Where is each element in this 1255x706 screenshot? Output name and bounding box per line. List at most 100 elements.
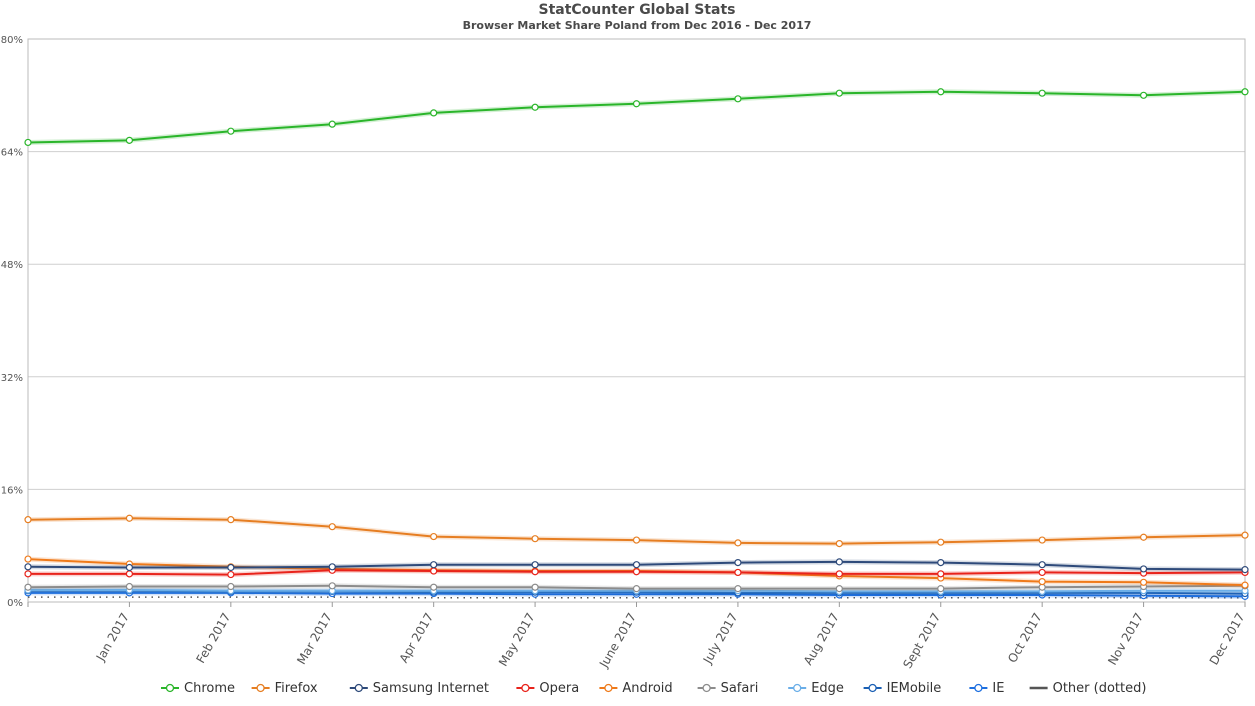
data-point — [1241, 566, 1249, 574]
y-tick-label: 16% — [1, 485, 23, 496]
data-point — [734, 558, 742, 567]
y-tick-label: 32% — [1, 373, 23, 384]
x-tick-label: Nov 2017 — [1105, 611, 1146, 668]
data-point — [734, 568, 742, 577]
data-point — [125, 582, 134, 591]
data-point — [1241, 88, 1249, 96]
legend-label: Android — [622, 681, 672, 696]
legend-label: Samsung Internet — [373, 681, 489, 696]
data-point — [531, 535, 539, 543]
data-point — [1038, 89, 1046, 97]
data-point — [125, 570, 134, 578]
data-point — [734, 95, 742, 103]
legend-symbol-marker — [793, 683, 802, 693]
legend-item-opera: Opera — [516, 681, 579, 696]
data-point — [531, 583, 539, 591]
legend-label: Firefox — [275, 681, 318, 696]
legend-item-edge: Edge — [788, 681, 844, 696]
data-point — [227, 516, 235, 524]
legend-symbol-marker — [974, 683, 983, 693]
data-point — [328, 523, 336, 531]
chart-title: StatCounter Global Stats — [538, 2, 735, 18]
data-point — [125, 563, 134, 572]
data-point — [125, 514, 134, 522]
data-point — [430, 109, 438, 117]
legend-symbol-marker — [354, 683, 363, 693]
data-point — [227, 570, 235, 579]
y-tick-label: 64% — [1, 148, 23, 159]
x-tick-label: June 2017 — [596, 611, 639, 671]
grid-lines — [27, 38, 1246, 603]
data-point — [24, 583, 32, 591]
data-point — [835, 539, 843, 548]
x-tick-label: Jan 2017 — [93, 611, 132, 665]
data-point — [1038, 561, 1046, 569]
series-firefox — [24, 514, 1249, 548]
x-tick-label: Feb 2017 — [194, 611, 234, 666]
legend-label: IEMobile — [887, 681, 942, 696]
legend-label: Opera — [539, 681, 579, 696]
series-opera — [24, 566, 1249, 579]
data-point — [328, 563, 336, 571]
chart-subtitle: Browser Market Share Poland from Dec 201… — [463, 19, 812, 32]
legend-item-android: Android — [599, 681, 673, 696]
data-point — [734, 585, 742, 593]
x-tick-label: Mar 2017 — [294, 611, 335, 667]
data-point — [937, 585, 945, 593]
x-tick-label: Apr 2017 — [397, 611, 437, 666]
legend-label: Chrome — [184, 681, 235, 696]
series-chrome — [24, 88, 1249, 147]
data-point — [24, 563, 32, 571]
data-point — [835, 570, 843, 578]
data-point — [531, 103, 539, 111]
x-tick-label: Oct 2017 — [1005, 611, 1045, 666]
data-point — [734, 539, 742, 547]
legend-item-firefox: Firefox — [251, 681, 318, 696]
data-point — [328, 582, 336, 590]
data-point — [1241, 581, 1249, 589]
legend-item-other-dotted: Other (dotted) — [1029, 681, 1146, 696]
data-point — [24, 516, 32, 524]
y-tick-label: 0% — [7, 598, 23, 609]
data-point — [430, 532, 438, 541]
legend-label: Safari — [721, 681, 759, 696]
data-point — [24, 555, 32, 563]
data-point — [227, 582, 235, 591]
data-point — [125, 136, 134, 144]
legend-item-chrome: Chrome — [161, 681, 235, 696]
data-point — [632, 100, 641, 108]
data-point — [632, 536, 641, 544]
y-tick-label: 48% — [1, 260, 23, 271]
series-samsung-internet — [24, 558, 1249, 574]
data-point — [328, 120, 336, 128]
x-tick-label: May 2017 — [496, 611, 538, 669]
data-point — [24, 570, 32, 578]
data-point — [1038, 568, 1046, 577]
x-tick-label: Sept 2017 — [900, 611, 943, 671]
legend-item-safari: Safari — [697, 681, 759, 696]
x-tick-label: Aug 2017 — [801, 611, 842, 668]
y-axis: 0% 16% 32% 48% 64% 80% — [1, 35, 23, 609]
data-point — [937, 558, 945, 567]
legend-symbol-marker — [702, 683, 711, 693]
legend-symbol-marker — [604, 683, 613, 693]
data-point — [1139, 578, 1148, 586]
data-point — [632, 561, 641, 569]
x-tick-label: Dec 2017 — [1207, 611, 1248, 668]
data-point — [430, 583, 438, 591]
data-point — [937, 88, 945, 96]
data-point — [937, 538, 945, 546]
data-point — [227, 127, 235, 135]
data-point — [430, 567, 438, 575]
data-point — [632, 585, 641, 593]
legend-item-samsung-internet: Samsung Internet — [349, 681, 489, 696]
data-point — [227, 563, 235, 572]
data-point — [835, 585, 843, 593]
y-tick-label: 80% — [1, 35, 23, 46]
legend-symbol-marker — [521, 683, 530, 693]
series-lines — [24, 88, 1249, 600]
legend-item-iemobile: IEMobile — [863, 681, 942, 696]
legend-label: Edge — [811, 681, 844, 696]
data-point — [1139, 91, 1148, 99]
